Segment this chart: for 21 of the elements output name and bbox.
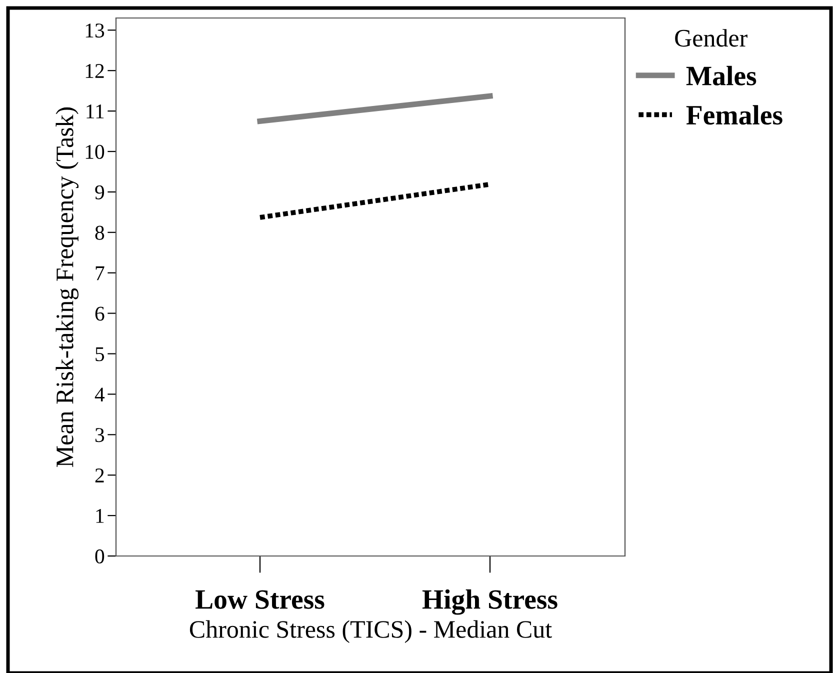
y-tick-label: 2	[95, 468, 104, 482]
x-axis-title: Chronic Stress (TICS) - Median Cut	[190, 620, 552, 643]
y-tick-label: 8	[95, 226, 104, 240]
legend-label: Males	[686, 66, 756, 86]
legend-title: Gender	[675, 29, 748, 47]
y-tick-label: 3	[95, 428, 104, 442]
y-tick-label: 11	[86, 104, 104, 118]
legend-label: Females	[686, 105, 782, 125]
y-tick-label: 5	[96, 347, 104, 362]
y-tick-label: 12	[86, 64, 104, 78]
y-axis-title: Mean Risk-taking Frequency (Task)	[56, 107, 78, 467]
y-tick-label: 6	[95, 306, 104, 321]
y-tick-label: 0	[95, 549, 104, 564]
y-tick-label: 9	[95, 185, 104, 200]
y-tick-label: 13	[86, 24, 104, 38]
y-tick-label: 10	[86, 144, 104, 159]
x-tick-label: High Stress	[422, 589, 558, 615]
y-tick-label: 4	[94, 388, 105, 402]
y-tick-label: 7	[96, 266, 104, 280]
x-tick-label: Low Stress	[196, 590, 324, 609]
y-tick-label: 1	[96, 509, 104, 523]
